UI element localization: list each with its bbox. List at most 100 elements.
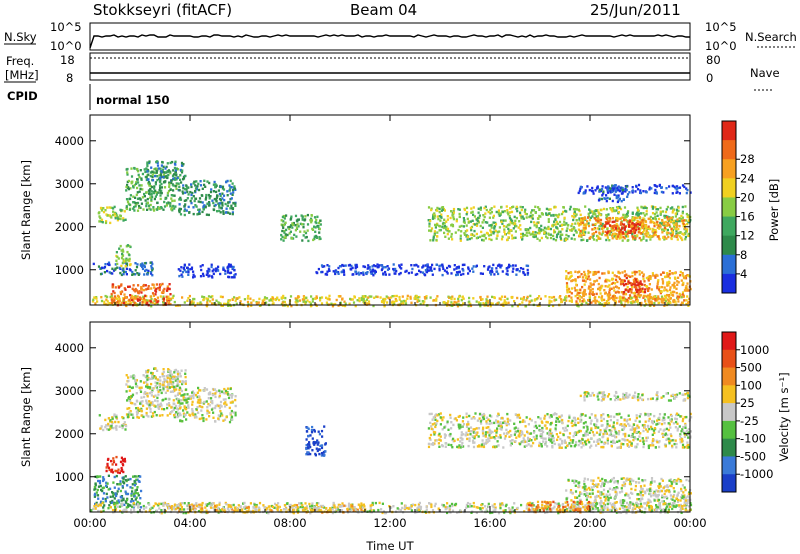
vel-cell <box>129 410 132 413</box>
power-cell <box>455 273 458 277</box>
power-cell <box>508 263 511 267</box>
power-cell <box>615 194 618 197</box>
power-cell <box>484 221 487 224</box>
power-cell <box>318 221 321 225</box>
vel-cell <box>219 391 222 395</box>
power-cell <box>513 222 516 225</box>
power-cell <box>591 190 594 193</box>
power-cell <box>639 289 643 292</box>
power-cell <box>588 292 591 295</box>
vel-cell <box>101 486 104 490</box>
power-cell <box>165 202 169 205</box>
power-cell <box>654 298 657 301</box>
power-cell <box>283 217 286 220</box>
power-cell <box>648 298 651 301</box>
power-cell <box>596 215 600 218</box>
power-cell <box>578 298 581 301</box>
vel-cell <box>136 385 139 388</box>
power-cell <box>126 167 129 171</box>
power-cell <box>600 197 604 201</box>
vel-cell <box>107 422 110 426</box>
power-cell <box>103 271 106 274</box>
power-cell <box>588 237 591 240</box>
power-cell <box>652 274 655 277</box>
power-cell <box>577 224 581 227</box>
vel-cell <box>176 398 179 401</box>
vel-cell <box>117 471 120 474</box>
vel-cell <box>161 414 164 417</box>
power-cell <box>575 300 578 303</box>
power-cell <box>483 233 486 237</box>
power-cell <box>609 230 612 233</box>
power-cell <box>613 224 616 227</box>
power-cell <box>172 169 175 172</box>
power-cell <box>145 303 148 306</box>
power-cell <box>480 230 483 234</box>
power-cell <box>185 209 188 212</box>
power-cell <box>432 215 435 218</box>
vel-cell <box>96 494 100 497</box>
power-cell <box>640 221 643 225</box>
power-cell <box>284 296 287 300</box>
power-cell <box>108 206 111 209</box>
vel-cell <box>130 492 133 496</box>
power-cell <box>582 238 585 241</box>
power-cell <box>419 270 422 274</box>
power-cell <box>509 229 512 232</box>
power-cell <box>654 218 658 221</box>
power-cell <box>384 273 387 276</box>
power-cell <box>684 275 687 278</box>
power-cell <box>672 294 675 297</box>
power-cell <box>243 298 246 301</box>
vel-cell <box>182 412 185 415</box>
power-cell <box>334 272 337 276</box>
vel-cell <box>196 391 199 394</box>
power-cell <box>525 264 528 267</box>
power-cell <box>155 287 158 291</box>
vel-cell <box>206 409 209 412</box>
power-cell <box>229 179 232 183</box>
vel-cell <box>186 411 189 414</box>
vel-cell <box>153 404 156 407</box>
power-cell <box>490 226 493 229</box>
power-cell <box>586 239 589 242</box>
power-cell <box>459 237 462 240</box>
power-cell <box>229 263 232 267</box>
power-cell <box>142 208 145 211</box>
power-cell <box>137 173 140 177</box>
power-cell <box>421 266 424 269</box>
power-cell <box>573 286 576 290</box>
power-cell <box>613 235 616 238</box>
power-cell <box>128 253 131 257</box>
power-cell <box>618 297 621 300</box>
power-cell <box>608 284 611 287</box>
power-cell <box>611 227 614 230</box>
power-cell <box>286 304 289 308</box>
power-cell <box>228 184 231 187</box>
power-cell <box>572 207 575 211</box>
power-cell <box>460 230 463 233</box>
power-cell <box>141 196 144 199</box>
vel-cell <box>477 506 480 509</box>
power-cell <box>369 271 372 274</box>
power-cell <box>661 282 665 285</box>
power-cell <box>368 265 371 269</box>
power-cell <box>654 231 657 234</box>
power-cell <box>179 213 183 216</box>
vel-cell <box>134 491 137 495</box>
power-cell <box>597 300 600 304</box>
power-cell <box>170 181 173 184</box>
power-cell <box>229 192 232 195</box>
power-cell <box>221 202 224 205</box>
power-cell <box>204 198 207 201</box>
power-cell <box>678 192 681 195</box>
power-cell <box>659 221 662 225</box>
vel-cell <box>487 505 490 508</box>
power-cell <box>676 283 679 286</box>
power-cell <box>509 211 512 214</box>
power-cell <box>601 231 604 235</box>
vel-cell <box>133 508 136 512</box>
power-cell <box>620 230 623 234</box>
power-cell <box>628 220 631 223</box>
power-cell <box>291 223 295 226</box>
